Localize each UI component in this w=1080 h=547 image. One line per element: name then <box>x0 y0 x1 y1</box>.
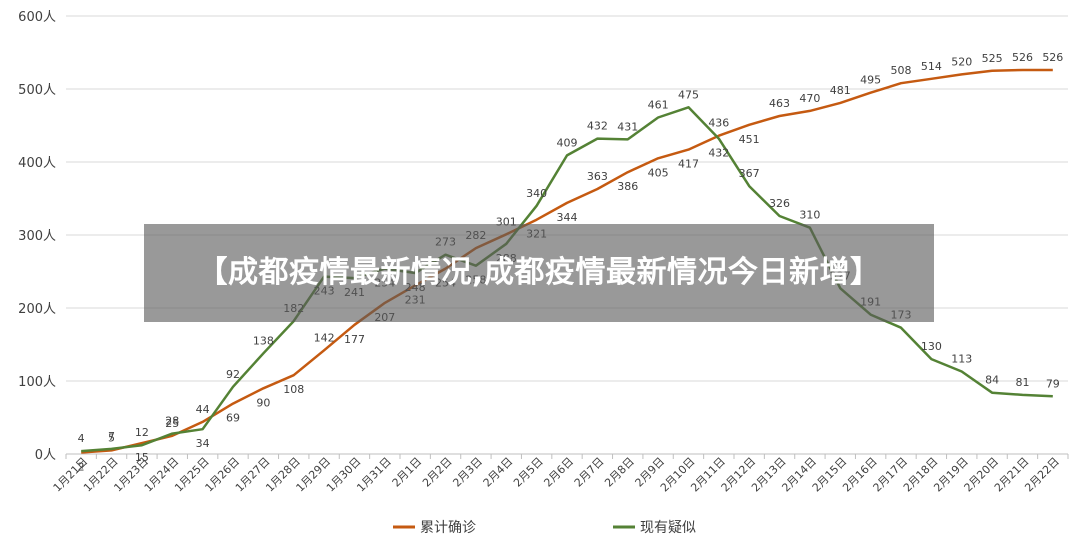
data-label-suspected: 409 <box>557 136 578 149</box>
data-label-confirmed: 44 <box>196 403 210 416</box>
data-label-confirmed: 525 <box>982 52 1003 65</box>
banner-title: 【成都疫情最新情况,成都疫情最新情况今日新增】 <box>197 255 881 290</box>
data-label-confirmed: 108 <box>283 383 304 396</box>
data-label-suspected: 367 <box>739 167 760 180</box>
data-label-suspected: 326 <box>769 197 790 210</box>
x-tick-label: 2月5日 <box>511 455 546 490</box>
data-label-confirmed: 177 <box>344 333 365 346</box>
legend-label: 累计确诊 <box>420 520 476 536</box>
data-label-confirmed: 2 <box>78 461 85 474</box>
data-label-confirmed: 344 <box>557 211 578 224</box>
data-label-suspected: 92 <box>226 368 240 381</box>
data-label-suspected: 432 <box>708 147 729 160</box>
data-label-suspected: 12 <box>135 426 149 439</box>
y-tick-label: 200人 <box>18 302 56 317</box>
legend-label: 现有疑似 <box>640 520 696 536</box>
data-label-suspected: 340 <box>526 187 547 200</box>
data-label-confirmed: 436 <box>708 117 729 130</box>
data-label-suspected: 138 <box>253 334 274 347</box>
data-label-suspected: 475 <box>678 88 699 101</box>
y-axis: 0人 100人 200人 300人 400人 500人 600人 <box>18 10 56 463</box>
data-label-confirmed: 470 <box>799 92 820 105</box>
series-line-suspected <box>81 106 1053 453</box>
data-label-suspected: 28 <box>165 415 179 428</box>
data-label-suspected: 7 <box>108 430 115 443</box>
data-label-confirmed: 508 <box>891 64 912 77</box>
data-label-suspected: 113 <box>951 353 972 366</box>
title-banner: 【成都疫情最新情况,成都疫情最新情况今日新增】 <box>144 224 934 322</box>
data-label-suspected: 81 <box>1015 376 1029 389</box>
x-tick-label: 2月6日 <box>541 455 576 490</box>
y-tick-label: 100人 <box>18 375 56 390</box>
data-label-confirmed: 5 <box>108 431 115 444</box>
data-label-suspected: 432 <box>587 120 608 133</box>
x-tick-label: 2月3日 <box>450 455 485 490</box>
data-label-confirmed: 405 <box>648 166 669 179</box>
x-tick-label: 2月8日 <box>602 455 637 490</box>
data-label-suspected: 84 <box>985 374 999 387</box>
data-label-suspected: 34 <box>196 437 210 450</box>
data-label-confirmed: 25 <box>165 417 179 430</box>
y-tick-label: 0人 <box>35 448 56 463</box>
data-label-suspected: 130 <box>921 340 942 353</box>
data-label-suspected: 4 <box>78 432 85 445</box>
y-tick-label: 500人 <box>18 83 56 98</box>
data-label-suspected: 461 <box>648 98 669 111</box>
series-lines <box>81 68 1053 454</box>
data-label-suspected: 79 <box>1046 377 1060 390</box>
x-tick-label: 2月7日 <box>572 455 607 490</box>
data-label-confirmed: 481 <box>830 84 851 97</box>
y-tick-label: 600人 <box>18 10 56 25</box>
data-label-confirmed: 142 <box>314 331 335 344</box>
x-tick-label: 2月2日 <box>420 455 455 490</box>
data-label-confirmed: 514 <box>921 60 942 73</box>
y-tick-label: 400人 <box>18 156 56 171</box>
data-label-confirmed: 15 <box>135 451 149 464</box>
data-label-confirmed: 463 <box>769 97 790 110</box>
x-tick-label: 2月1日 <box>390 455 425 490</box>
data-label-suspected: 310 <box>799 209 820 222</box>
data-label-confirmed: 417 <box>678 158 699 171</box>
data-label-suspected: 431 <box>617 120 638 133</box>
series-line-confirmed <box>81 68 1053 454</box>
y-tick-label: 300人 <box>18 229 56 244</box>
data-label-confirmed: 69 <box>226 412 240 425</box>
data-label-confirmed: 520 <box>951 55 972 68</box>
data-label-confirmed: 526 <box>1012 51 1033 64</box>
data-label-confirmed: 386 <box>617 180 638 193</box>
data-label-confirmed: 90 <box>256 396 270 409</box>
data-label-confirmed: 363 <box>587 170 608 183</box>
x-axis: 1月21日1月22日1月23日1月24日1月25日1月26日1月27日1月28日… <box>51 454 1069 495</box>
data-label-confirmed: 526 <box>1042 51 1063 64</box>
x-tick-label: 2月4日 <box>481 455 516 490</box>
legend: 累计确诊 现有疑似 <box>393 520 696 536</box>
data-label-confirmed: 495 <box>860 74 881 87</box>
data-label-confirmed: 451 <box>739 133 760 146</box>
